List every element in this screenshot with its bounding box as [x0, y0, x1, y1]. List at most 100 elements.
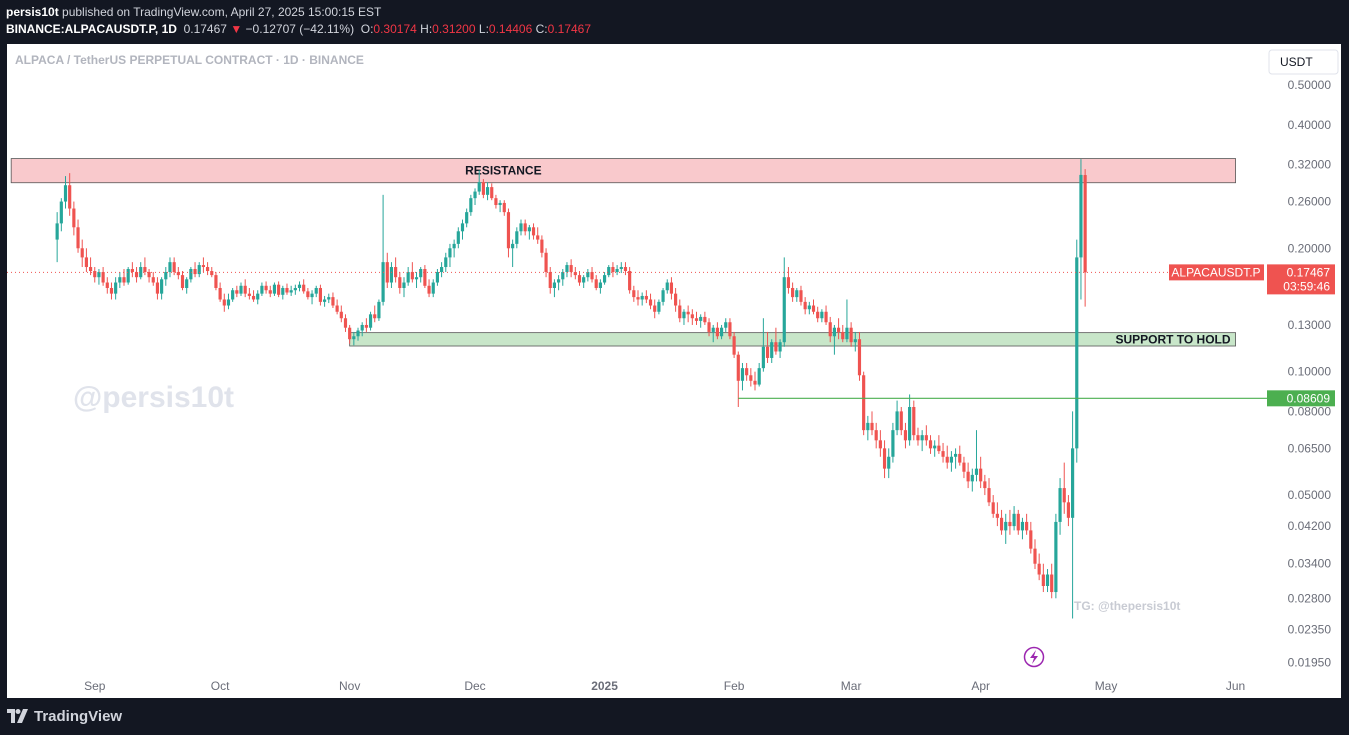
candle — [465, 208, 469, 228]
candle-body — [753, 380, 757, 385]
candle-body — [732, 336, 736, 355]
candle-body — [745, 368, 749, 376]
candle — [611, 262, 615, 278]
candle-body — [991, 502, 995, 514]
support-price-badge — [1267, 390, 1335, 407]
candle — [235, 285, 239, 298]
candle — [1033, 539, 1037, 570]
candle-body — [623, 267, 628, 272]
candle-body — [1025, 521, 1029, 531]
candle-body — [640, 295, 644, 300]
support-label: SUPPORT TO HOLD — [1115, 332, 1230, 346]
candle — [954, 448, 958, 469]
support-price-value: 0.08609 — [1287, 391, 1331, 405]
candle-body — [995, 513, 999, 518]
brand-name: TradingView — [34, 707, 123, 725]
candle-body — [644, 295, 648, 300]
candle-body — [983, 481, 987, 489]
candle-body — [531, 227, 536, 236]
candle — [394, 257, 398, 283]
candle — [845, 299, 849, 343]
candle — [1025, 513, 1029, 535]
last-price-value: 0.17467 — [1287, 265, 1331, 279]
candle-body — [264, 285, 268, 291]
candle-body — [816, 311, 820, 319]
author-name[interactable]: persis10t — [6, 5, 59, 19]
watermark: @persis10t — [73, 381, 234, 414]
candle-body — [339, 311, 343, 319]
candle-body — [247, 293, 251, 296]
candle-body — [878, 440, 882, 449]
lightning-icon[interactable] — [1023, 646, 1045, 668]
candle — [765, 331, 770, 363]
candle — [247, 287, 251, 300]
candle — [653, 299, 657, 319]
candle — [903, 422, 908, 449]
currency-button[interactable] — [1268, 49, 1339, 75]
currency-button-label[interactable]: USDT — [1280, 55, 1313, 69]
candle-body — [302, 284, 306, 292]
candle — [958, 445, 962, 466]
candle — [628, 267, 632, 294]
candle — [557, 275, 561, 291]
candle — [1054, 513, 1058, 599]
candle — [795, 287, 799, 302]
y-tick-label: 0.20000 — [1288, 241, 1332, 255]
symbol-label: BINANCE:ALPACAUSDT.P, 1D — [6, 22, 177, 36]
price-chart[interactable]: ALPACA / TetherUS PERPETUAL CONTRACT · 1… — [7, 44, 1341, 698]
high-label: H: — [420, 22, 433, 36]
chart-panel[interactable]: ALPACA / TetherUS PERPETUAL CONTRACT · 1… — [7, 44, 1341, 698]
candle-body — [1050, 574, 1054, 593]
candle-body — [628, 271, 632, 291]
candle — [836, 318, 841, 340]
candle — [979, 456, 983, 489]
candle-body — [511, 243, 515, 249]
candle — [1037, 553, 1041, 581]
candle — [686, 305, 690, 323]
candle — [703, 311, 707, 325]
candle-body — [327, 297, 331, 300]
candle-body — [974, 468, 979, 475]
candle-body — [636, 297, 640, 300]
candle — [314, 285, 318, 298]
y-tick-label: 0.10000 — [1288, 365, 1332, 379]
candle-body — [364, 324, 368, 328]
candle-body — [1033, 548, 1037, 564]
candle-body — [749, 375, 753, 381]
candle-body — [448, 248, 452, 258]
candle — [933, 440, 937, 457]
footer-brand[interactable]: TradingView — [7, 706, 122, 726]
candle — [360, 322, 364, 337]
candle — [130, 262, 134, 278]
candle-body — [565, 265, 569, 273]
candle-body — [440, 267, 444, 273]
candle — [774, 327, 778, 355]
candle-body — [356, 330, 360, 337]
candle — [414, 272, 419, 288]
candle-body — [251, 295, 256, 300]
candle — [540, 235, 544, 258]
candle — [452, 239, 456, 258]
candle-body — [197, 265, 201, 275]
candle — [665, 279, 669, 294]
candle-body — [569, 265, 573, 273]
candle-body — [690, 314, 694, 319]
close-value: 0.17467 — [547, 22, 592, 36]
candle-body — [419, 269, 423, 278]
candle — [674, 287, 678, 312]
candle-body — [577, 275, 582, 283]
candle — [1012, 506, 1016, 531]
candle-body — [193, 269, 197, 275]
candle — [335, 299, 339, 315]
price-change: −0.12707 (−42.11%) — [245, 22, 355, 36]
candle — [536, 227, 540, 244]
candle — [1050, 563, 1054, 599]
support-zone — [349, 332, 1236, 347]
candle-body — [214, 275, 218, 288]
candle — [598, 279, 602, 294]
candle-body — [523, 223, 527, 232]
candle-body — [377, 301, 381, 319]
candle-body — [268, 290, 272, 294]
candle-body — [811, 305, 816, 312]
candle-body — [406, 272, 410, 283]
